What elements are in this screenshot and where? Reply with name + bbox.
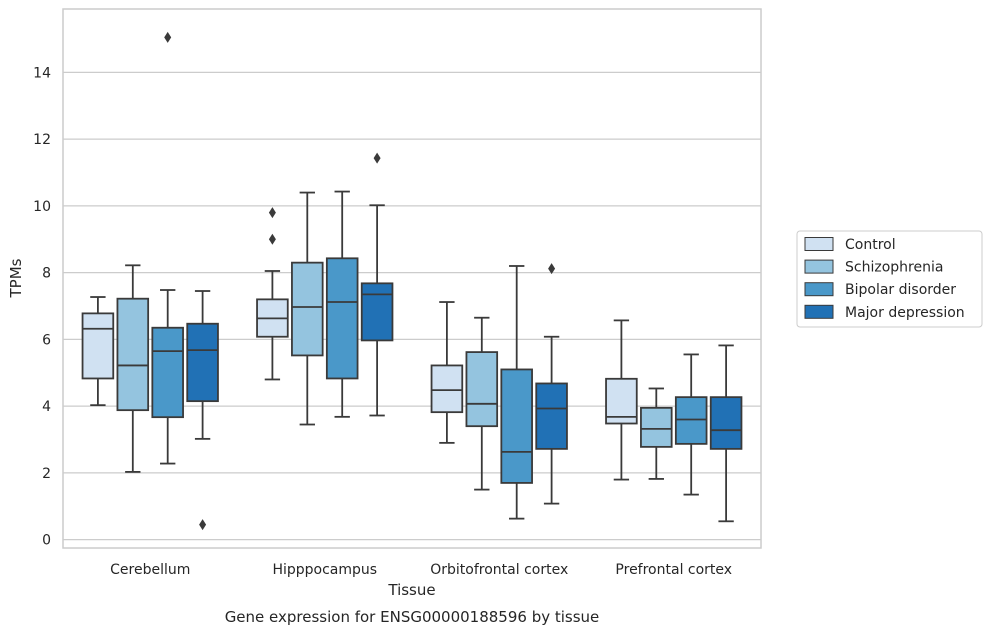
y-tick-label: 2: [42, 466, 51, 482]
figure-caption: Gene expression for ENSG00000188596 by t…: [225, 608, 600, 626]
legend-swatch: [804, 304, 834, 319]
box-iqr: [500, 368, 533, 484]
legend-label: Control: [845, 237, 896, 253]
box: [605, 319, 638, 481]
series-bipolar-disorder: [151, 31, 708, 520]
box-series-layer: [81, 31, 743, 531]
y-tick-label: 0: [42, 533, 51, 549]
x-tick-label: Prefrontal cortex: [615, 562, 732, 578]
box-iqr: [674, 396, 708, 445]
x-tick-labels: Cerebellum Hipppocampus Orbitofrontal cort…: [110, 562, 732, 578]
box: [291, 191, 324, 426]
y-tick-label: 8: [42, 266, 51, 282]
box: [151, 31, 184, 465]
y-tick-labels: 0 2 4 6 8 10 12 14: [33, 65, 51, 548]
box-iqr: [535, 382, 568, 450]
box: [709, 344, 743, 523]
outlier-point: [268, 233, 276, 245]
y-tick-label: 4: [42, 399, 51, 415]
box-iqr: [291, 261, 324, 357]
legend: Control Schizophrenia Bipolar disorder Majo…: [796, 230, 983, 328]
box: [325, 190, 359, 418]
box-iqr: [116, 297, 150, 412]
legend-swatch: [804, 282, 834, 297]
box: [465, 316, 499, 491]
legend-label: Schizophrenia: [845, 260, 943, 276]
box-iqr: [430, 364, 464, 414]
box: [116, 264, 150, 473]
y-tick-label: 10: [33, 199, 51, 215]
x-tick-label: Hipppocampus: [272, 562, 377, 578]
box-iqr: [81, 312, 115, 380]
series-major-depression: [186, 152, 743, 531]
box-iqr: [151, 326, 184, 419]
outlier-point: [373, 152, 381, 164]
y-axis-label: TPMs: [7, 258, 25, 298]
outlier-point: [164, 31, 172, 43]
series-control: [81, 207, 638, 481]
box: [430, 301, 464, 444]
box: [81, 296, 115, 407]
box: [535, 263, 568, 505]
box: [186, 290, 219, 531]
box-iqr: [709, 396, 743, 450]
box: [640, 387, 673, 480]
box-iqr: [360, 282, 394, 342]
box: [500, 265, 533, 520]
y-tick-label: 6: [42, 332, 51, 348]
outlier-point: [268, 207, 276, 219]
legend-label: Bipolar disorder: [845, 282, 956, 298]
box-iqr: [465, 351, 499, 428]
y-tick-label: 12: [33, 132, 51, 148]
x-axis-label: Tissue: [387, 581, 435, 599]
legend-swatch: [804, 237, 834, 251]
legend-label: Major depression: [845, 305, 965, 321]
box-iqr: [640, 406, 673, 448]
box: [256, 207, 289, 381]
outlier-point: [548, 263, 556, 275]
legend-frame: [796, 230, 983, 328]
box-iqr: [186, 322, 219, 403]
legend-swatch: [804, 259, 834, 274]
plot-frame: [62, 8, 762, 549]
y-tick-label: 14: [33, 65, 51, 81]
box-iqr: [325, 257, 359, 380]
box: [674, 353, 708, 496]
outlier-point: [199, 519, 207, 531]
series-schizophrenia: [116, 191, 673, 491]
box: [360, 152, 394, 417]
x-tick-label: Orbitofrontal cortex: [430, 562, 568, 578]
x-tick-label: Cerebellum: [110, 562, 190, 578]
